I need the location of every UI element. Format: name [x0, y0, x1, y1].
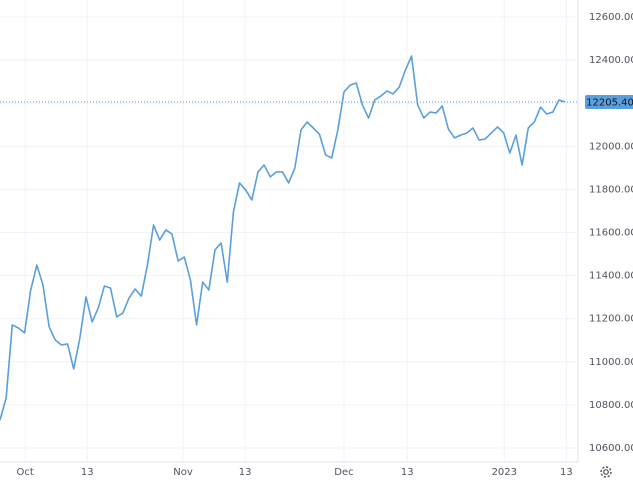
- x-tick-label: Dec: [334, 467, 353, 478]
- x-tick-label: 13: [81, 467, 94, 478]
- y-tick-label: 11400.00: [589, 271, 633, 282]
- y-tick-label: 11000.00: [589, 357, 633, 368]
- x-tick-label: 13: [239, 467, 252, 478]
- settings-gear[interactable]: [600, 466, 612, 478]
- x-tick-label: 2023: [492, 467, 517, 478]
- y-tick-label: 11600.00: [589, 228, 633, 239]
- y-tick-label: 12400.00: [589, 55, 633, 66]
- grid: [0, 0, 578, 462]
- last-price-box: [585, 95, 633, 110]
- y-tick-label: 10800.00: [589, 400, 633, 411]
- y-tick-label: 11800.00: [589, 184, 633, 195]
- last-price-label: 12205.40: [586, 98, 633, 109]
- x-tick-label: Nov: [173, 467, 193, 478]
- y-tick-label: 11200.00: [589, 314, 633, 325]
- x-tick-label: 13: [560, 467, 573, 478]
- gear-teeth: [600, 466, 612, 478]
- y-tick-label: 12600.00: [589, 12, 633, 23]
- y-tick-label: 12000.00: [589, 141, 633, 152]
- x-tick-label: 13: [401, 467, 414, 478]
- x-tick-label: Oct: [17, 467, 34, 478]
- y-tick-label: 10600.00: [589, 443, 633, 454]
- price-line: [0, 55, 566, 421]
- gear-hub: [603, 469, 609, 475]
